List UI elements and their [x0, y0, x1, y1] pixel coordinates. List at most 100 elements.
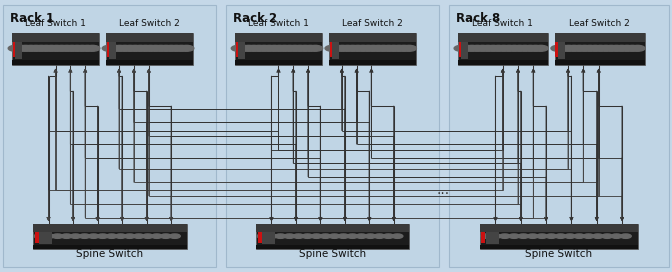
- Circle shape: [293, 45, 307, 51]
- Circle shape: [330, 45, 345, 51]
- Circle shape: [320, 234, 331, 238]
- Circle shape: [124, 234, 135, 238]
- Text: Leaf Switch 1: Leaf Switch 1: [25, 19, 86, 28]
- Text: Rack 2: Rack 2: [233, 12, 278, 25]
- Circle shape: [518, 234, 529, 238]
- Circle shape: [133, 234, 144, 238]
- Bar: [106, 33, 194, 65]
- Circle shape: [154, 45, 168, 51]
- Text: Leaf Switch 1: Leaf Switch 1: [472, 19, 533, 28]
- Circle shape: [630, 45, 645, 51]
- Circle shape: [593, 45, 608, 51]
- Circle shape: [102, 45, 117, 51]
- Circle shape: [386, 45, 401, 51]
- Circle shape: [534, 45, 548, 51]
- Circle shape: [480, 45, 495, 51]
- Circle shape: [79, 234, 90, 238]
- Circle shape: [252, 45, 266, 51]
- Circle shape: [341, 45, 355, 51]
- Bar: [458, 33, 548, 65]
- Bar: [236, 42, 238, 57]
- Circle shape: [61, 234, 72, 238]
- Text: Leaf Switch 2: Leaf Switch 2: [342, 19, 403, 28]
- Bar: [458, 33, 548, 42]
- Circle shape: [490, 234, 501, 238]
- Circle shape: [528, 234, 538, 238]
- Text: Rack 8: Rack 8: [456, 12, 500, 25]
- Circle shape: [278, 45, 292, 51]
- Circle shape: [241, 45, 256, 51]
- Circle shape: [8, 45, 23, 51]
- Circle shape: [39, 45, 54, 51]
- Circle shape: [52, 234, 63, 238]
- Circle shape: [625, 45, 640, 51]
- Circle shape: [44, 45, 58, 51]
- Bar: [235, 33, 322, 65]
- Circle shape: [247, 45, 261, 51]
- Circle shape: [396, 45, 411, 51]
- Circle shape: [564, 234, 575, 238]
- Bar: [33, 224, 187, 249]
- Bar: [480, 245, 638, 249]
- Text: Rack 1: Rack 1: [10, 12, 54, 25]
- Circle shape: [164, 45, 179, 51]
- Text: Leaf Switch 2: Leaf Switch 2: [119, 19, 180, 28]
- Circle shape: [376, 45, 391, 51]
- Circle shape: [620, 45, 634, 51]
- Circle shape: [601, 234, 613, 238]
- Text: Spine Switch: Spine Switch: [77, 249, 143, 259]
- Circle shape: [302, 234, 313, 238]
- Circle shape: [604, 45, 618, 51]
- Circle shape: [374, 234, 385, 238]
- Circle shape: [365, 234, 376, 238]
- Circle shape: [475, 45, 490, 51]
- Circle shape: [556, 45, 571, 51]
- Circle shape: [118, 45, 132, 51]
- Circle shape: [161, 234, 171, 238]
- Circle shape: [88, 234, 99, 238]
- Bar: [262, 232, 275, 244]
- Circle shape: [257, 234, 268, 238]
- Circle shape: [116, 234, 126, 238]
- Circle shape: [528, 45, 543, 51]
- Circle shape: [491, 45, 506, 51]
- Circle shape: [54, 45, 69, 51]
- Circle shape: [460, 45, 474, 51]
- Circle shape: [345, 45, 360, 51]
- Circle shape: [267, 45, 282, 51]
- Bar: [3, 5, 216, 267]
- Bar: [458, 60, 548, 65]
- Circle shape: [577, 45, 592, 51]
- Circle shape: [382, 45, 396, 51]
- Bar: [235, 60, 322, 65]
- Circle shape: [13, 45, 28, 51]
- Circle shape: [502, 45, 516, 51]
- Circle shape: [465, 45, 479, 51]
- Circle shape: [174, 45, 189, 51]
- Bar: [555, 42, 558, 57]
- Circle shape: [293, 234, 304, 238]
- Bar: [461, 42, 468, 59]
- Circle shape: [497, 45, 511, 51]
- Circle shape: [133, 45, 148, 51]
- Bar: [35, 232, 38, 243]
- Circle shape: [284, 234, 295, 238]
- Circle shape: [562, 45, 576, 51]
- Circle shape: [272, 45, 287, 51]
- Circle shape: [85, 45, 100, 51]
- Bar: [40, 232, 52, 244]
- Circle shape: [159, 45, 173, 51]
- Circle shape: [546, 234, 557, 238]
- Bar: [256, 224, 409, 232]
- Text: ...: ...: [437, 183, 450, 197]
- Circle shape: [371, 45, 386, 51]
- Circle shape: [454, 45, 468, 51]
- Circle shape: [34, 45, 48, 51]
- Circle shape: [275, 234, 286, 238]
- Bar: [332, 42, 339, 59]
- Circle shape: [392, 234, 403, 238]
- Bar: [329, 33, 416, 42]
- Circle shape: [303, 45, 317, 51]
- Circle shape: [288, 45, 302, 51]
- Circle shape: [470, 45, 485, 51]
